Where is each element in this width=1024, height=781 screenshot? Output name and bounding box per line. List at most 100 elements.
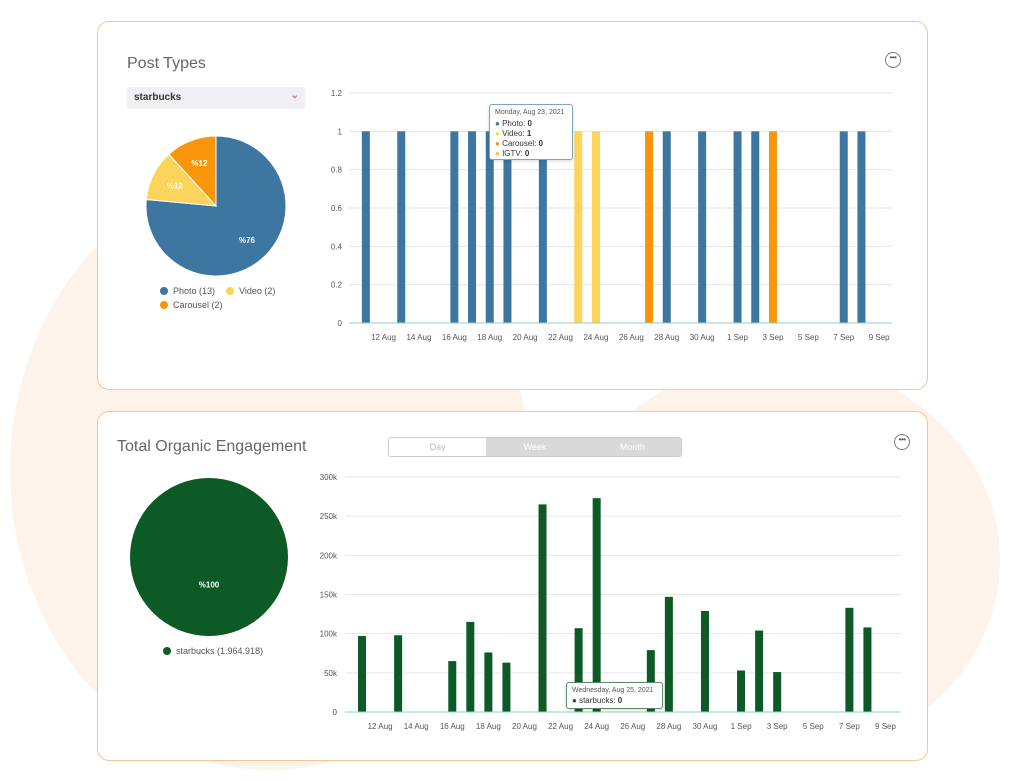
bar-photo[interactable]: [468, 131, 477, 323]
tooltip-title: Monday, Aug 23, 2021: [495, 109, 565, 116]
y-tick-label: 0.8: [331, 166, 343, 175]
x-tick-label: 20 Aug: [512, 722, 537, 731]
tab-day[interactable]: Day: [389, 438, 487, 456]
x-tick-label: 30 Aug: [693, 722, 718, 731]
legend-item-starbucks[interactable]: starbucks (1.964.918): [163, 646, 263, 656]
bar-starbucks[interactable]: [466, 621, 475, 712]
bar-photo[interactable]: [857, 131, 866, 323]
engagement-title: Total Organic Engagement: [117, 438, 307, 455]
x-tick-label: 3 Sep: [762, 333, 783, 342]
bar-starbucks[interactable]: [538, 504, 547, 712]
x-tick-label: 9 Sep: [869, 333, 890, 342]
x-tick-label: 5 Sep: [803, 722, 824, 731]
ellipsis-icon[interactable]: •••: [894, 434, 910, 450]
bar-photo[interactable]: [397, 131, 406, 323]
x-tick-label: 26 Aug: [619, 333, 644, 342]
bar-photo[interactable]: [751, 131, 760, 323]
pie-slice-label: %100: [199, 581, 220, 590]
x-tick-label: 7 Sep: [839, 722, 860, 731]
bar-photo[interactable]: [662, 131, 671, 323]
legend-item-photo[interactable]: Photo (13): [160, 286, 215, 296]
bar-photo[interactable]: [538, 131, 547, 323]
y-tick-label: 0.6: [331, 204, 343, 213]
bar-starbucks[interactable]: [502, 662, 511, 712]
bar-starbucks[interactable]: [755, 630, 764, 712]
bar-carousel[interactable]: [768, 131, 777, 323]
bar-carousel[interactable]: [645, 131, 654, 323]
post-types-bar-chart: 0 0.2 0.4 0.6 0.8 1 1.2 12 Aug 14 Aug 16 Aug 18 Au…: [331, 89, 892, 342]
ellipsis-icon[interactable]: •••: [885, 52, 901, 68]
chevron-down-icon: ⌄: [290, 90, 299, 101]
bar-starbucks[interactable]: [664, 596, 673, 712]
legend-item-video[interactable]: Video (2): [226, 286, 275, 296]
tab-week[interactable]: Week: [523, 442, 547, 452]
x-tick-label: 20 Aug: [513, 333, 538, 342]
pie-slice-carousel[interactable]: [168, 135, 217, 208]
x-tick-label: 5 Sep: [798, 333, 819, 342]
tab-month[interactable]: Month: [619, 442, 645, 452]
x-tick-label: 28 Aug: [656, 722, 681, 731]
post-types-pie: %76 %12 %12: [145, 135, 287, 277]
x-tick-label: 22 Aug: [548, 722, 573, 731]
x-tick-label: 24 Aug: [583, 333, 608, 342]
pie-slice-starbucks[interactable]: [130, 478, 288, 636]
bar-starbucks[interactable]: [448, 661, 457, 712]
bar-starbucks[interactable]: [574, 628, 583, 712]
legend-dot: [163, 647, 171, 655]
engagement-pie: %100: [130, 478, 288, 636]
x-tick-label: 12 Aug: [371, 333, 396, 342]
x-tick-label: 26 Aug: [620, 722, 645, 731]
y-tick-label: 50k: [324, 669, 338, 678]
y-tick-label: 300k: [320, 473, 338, 482]
engagement-pie-legend: starbucks (1.964.918): [163, 646, 323, 660]
x-tick-label: 30 Aug: [690, 333, 715, 342]
bar-video[interactable]: [574, 131, 583, 323]
bar-starbucks[interactable]: [484, 652, 493, 712]
account-select-value: starbucks: [134, 92, 182, 103]
bar-starbucks[interactable]: [700, 610, 709, 712]
bar-starbucks[interactable]: [773, 672, 782, 712]
y-tick-label: 0.4: [331, 242, 343, 251]
x-tick-label: 28 Aug: [654, 333, 679, 342]
y-tick-label: 250k: [320, 512, 338, 521]
tooltip-title: Wednesday, Aug 25, 2021: [572, 687, 654, 694]
bar-photo[interactable]: [503, 131, 512, 323]
y-tick-label: 1: [338, 127, 343, 136]
pie-slice-label: %12: [167, 181, 184, 190]
y-tick-label: 100k: [320, 630, 338, 639]
engagement-tooltip: Wednesday, Aug 25, 2021 ● starbucks: 0: [566, 682, 663, 709]
post-types-title: Post Types: [127, 55, 206, 72]
bar-photo[interactable]: [450, 131, 459, 323]
bar-photo[interactable]: [698, 131, 707, 323]
x-tick-label: 14 Aug: [404, 722, 429, 731]
bar-starbucks[interactable]: [845, 607, 854, 712]
x-tick-label: 18 Aug: [477, 333, 502, 342]
tooltip-row: ● Video: 1: [495, 129, 532, 138]
post-types-pie-legend: Photo (13) Video (2) Carousel (2): [160, 286, 320, 316]
bar-starbucks[interactable]: [863, 627, 872, 712]
bar-starbucks[interactable]: [737, 670, 746, 712]
account-select[interactable]: starbucks ⌄: [127, 87, 305, 109]
y-tick-label: 150k: [320, 591, 338, 600]
post-types-tooltip: Monday, Aug 23, 2021 ● Photo: 0 ● Video:…: [489, 104, 573, 160]
bar-photo[interactable]: [733, 131, 742, 323]
engagement-bar-chart: 0 50k 100k 150k 200k 250k 300k 12 Aug 14 Aug 16 A…: [320, 473, 901, 731]
legend-item-carousel[interactable]: Carousel (2): [160, 300, 223, 310]
bar-starbucks[interactable]: [592, 498, 601, 712]
bar-video[interactable]: [591, 131, 600, 323]
x-tick-label: 22 Aug: [548, 333, 573, 342]
bar-photo[interactable]: [485, 131, 494, 323]
y-tick-label: 200k: [320, 551, 338, 560]
x-tick-label: 18 Aug: [476, 722, 501, 731]
pie-slice-label: %76: [239, 236, 256, 245]
y-tick-label: 0: [338, 319, 343, 328]
bar-starbucks[interactable]: [646, 650, 655, 712]
bar-starbucks[interactable]: [394, 635, 403, 712]
bar-photo[interactable]: [839, 131, 848, 323]
x-tick-label: 7 Sep: [833, 333, 854, 342]
x-tick-label: 3 Sep: [767, 722, 788, 731]
bar-photo[interactable]: [361, 131, 370, 323]
x-tick-label: 16 Aug: [440, 722, 465, 731]
bar-starbucks[interactable]: [358, 636, 367, 712]
x-tick-label: 1 Sep: [727, 333, 748, 342]
